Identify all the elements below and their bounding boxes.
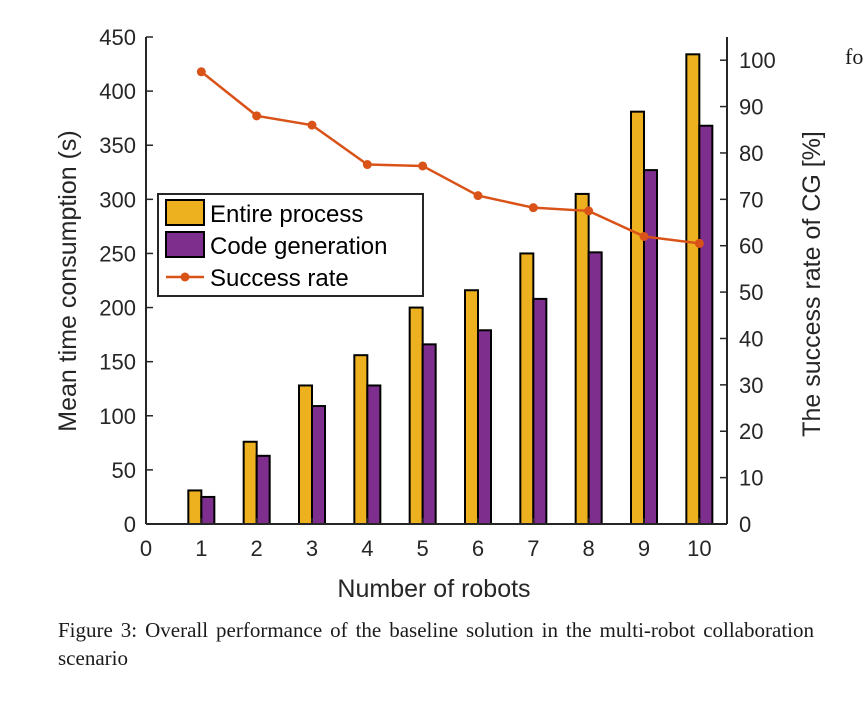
figure-caption: Figure 3: Overall performance of the bas… — [58, 618, 814, 670]
left-y-tick-label: 400 — [99, 79, 136, 104]
bar-entire-process — [685, 53, 701, 526]
right-y-tick-label: 50 — [739, 280, 763, 305]
bar-code-generation — [643, 169, 658, 525]
bar-code-generation — [477, 329, 492, 525]
legend-label-code-generation: Code generation — [210, 233, 387, 260]
x-tick-label: 6 — [472, 536, 484, 561]
bar-code-generation — [421, 343, 437, 525]
bar-entire-process — [464, 289, 479, 525]
bar-entire-process — [353, 354, 369, 525]
right-y-tick-label: 20 — [739, 419, 763, 444]
right-y-tick-label: 100 — [739, 48, 776, 73]
success-rate-line — [200, 70, 700, 245]
left-y-tick-label: 300 — [99, 187, 136, 212]
x-tick-label: 7 — [527, 536, 539, 561]
success-rate-point — [418, 161, 428, 171]
success-rate-point — [473, 191, 483, 201]
bar-entire-process — [298, 384, 313, 525]
x-tick-label: 3 — [306, 536, 318, 561]
success-rate-point — [584, 206, 594, 216]
bar-entire-process — [574, 192, 590, 526]
legend: Entire process Code generation Success r… — [157, 193, 424, 297]
right-y-tick-label: 30 — [739, 373, 763, 398]
x-tick-label: 8 — [583, 536, 595, 561]
legend-label-success-rate: Success rate — [210, 265, 349, 292]
x-tick-label: 5 — [417, 536, 429, 561]
x-tick-label: 9 — [638, 536, 650, 561]
right-y-tick-label: 10 — [739, 466, 763, 491]
bar-entire-process — [408, 306, 424, 525]
success-rate-point — [362, 160, 372, 170]
success-rate-point — [252, 111, 262, 121]
x-axis-title: Number of robots — [337, 575, 530, 603]
success-rate-point — [639, 231, 649, 241]
x-tick-label: 10 — [687, 536, 711, 561]
right-y-tick-label: 90 — [739, 95, 763, 120]
right-y-tick-label: 0 — [739, 512, 751, 537]
bar-entire-process — [187, 489, 203, 525]
left-y-tick-label: 150 — [99, 350, 136, 375]
left-y-tick-label: 50 — [112, 458, 136, 483]
success-rate-point — [196, 67, 206, 77]
bar-entire-process — [242, 440, 258, 525]
right-y-tick-label: 60 — [739, 234, 763, 259]
legend-marker-success-rate — [180, 272, 190, 282]
bar-code-generation — [587, 251, 603, 526]
success-rate-line-layer — [196, 67, 704, 248]
ticks-layer: 0 1 2 3 4 5 6 7 8 9 100501001502002503003504004500… — [99, 25, 775, 561]
legend-swatch-code-generation — [165, 231, 205, 258]
bar-entire-process — [519, 252, 535, 525]
x-tick-label: 1 — [195, 536, 207, 561]
x-tick-label: 0 — [140, 536, 152, 561]
success-rate-point — [307, 120, 317, 130]
left-y-tick-label: 100 — [99, 404, 136, 429]
bar-code-generation — [255, 454, 271, 526]
bar-code-generation — [200, 495, 216, 526]
success-rate-point — [694, 238, 704, 248]
bar-code-generation — [311, 405, 326, 525]
left-y-tick-label: 250 — [99, 241, 136, 266]
right-y-tick-label: 70 — [739, 187, 763, 212]
right-y-axis-title: The success rate of CG [%] — [798, 131, 826, 437]
left-y-tick-label: 200 — [99, 296, 136, 321]
left-y-tick-label: 450 — [99, 25, 136, 50]
x-tick-label: 4 — [361, 536, 373, 561]
success-rate-point — [528, 203, 538, 213]
left-y-tick-label: 350 — [99, 133, 136, 158]
bar-code-generation — [366, 384, 382, 525]
axes-layer — [145, 37, 728, 525]
cropped-side-text: fo — [845, 44, 864, 69]
right-y-tick-label: 80 — [739, 141, 763, 166]
x-tick-label: 2 — [251, 536, 263, 561]
bar-code-generation — [532, 297, 548, 525]
left-y-axis-title: Mean time consumption (s) — [54, 130, 82, 432]
legend-label-entire-process: Entire process — [210, 201, 363, 228]
bar-code-generation — [698, 124, 714, 526]
bar-entire-process — [630, 110, 645, 525]
dual-axis-chart: 0 1 2 3 4 5 6 7 8 9 100501001502002503003504004500… — [54, 25, 826, 603]
legend-swatch-entire-process — [165, 199, 205, 226]
right-y-tick-label: 40 — [739, 326, 763, 351]
left-y-tick-label: 0 — [124, 512, 136, 537]
